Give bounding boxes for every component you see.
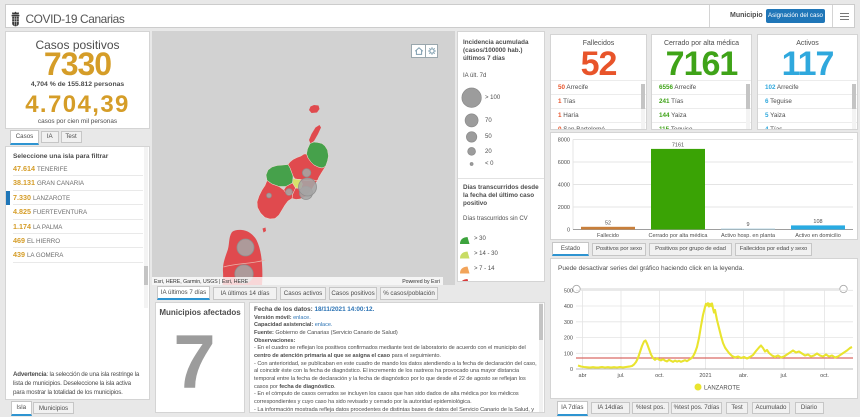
svg-text:LANZAROTE: LANZAROTE	[704, 386, 740, 392]
svg-text:7161: 7161	[672, 143, 684, 149]
svg-text:Activo hosp. en planta: Activo hosp. en planta	[721, 233, 776, 239]
svg-text:4000: 4000	[558, 183, 570, 189]
svg-text:oct.: oct.	[655, 373, 664, 379]
svg-text:Cerrado por alta médica: Cerrado por alta médica	[648, 233, 708, 239]
svg-text:2021: 2021	[699, 373, 711, 379]
svg-text:500: 500	[564, 288, 573, 294]
svg-text:6000: 6000	[558, 160, 570, 166]
svg-text:300: 300	[564, 320, 573, 326]
svg-text:0: 0	[570, 367, 573, 373]
svg-text:400: 400	[564, 304, 573, 310]
svg-text:Fallecido: Fallecido	[597, 233, 619, 239]
svg-text:oct.: oct.	[820, 373, 829, 379]
svg-text:100: 100	[564, 351, 573, 357]
svg-text:8000: 8000	[558, 138, 570, 144]
svg-text:2000: 2000	[558, 205, 570, 211]
svg-text:108: 108	[813, 219, 822, 225]
svg-text:9: 9	[746, 222, 749, 228]
svg-text:52: 52	[605, 221, 611, 227]
svg-text:0: 0	[567, 228, 570, 234]
svg-text:jul.: jul.	[616, 373, 625, 379]
svg-text:abr.: abr.	[739, 373, 749, 379]
svg-text:jul.: jul.	[779, 373, 788, 379]
svg-text:Activo en domicilio: Activo en domicilio	[795, 233, 841, 239]
svg-text:abr: abr	[579, 373, 587, 379]
svg-text:200: 200	[564, 336, 573, 342]
